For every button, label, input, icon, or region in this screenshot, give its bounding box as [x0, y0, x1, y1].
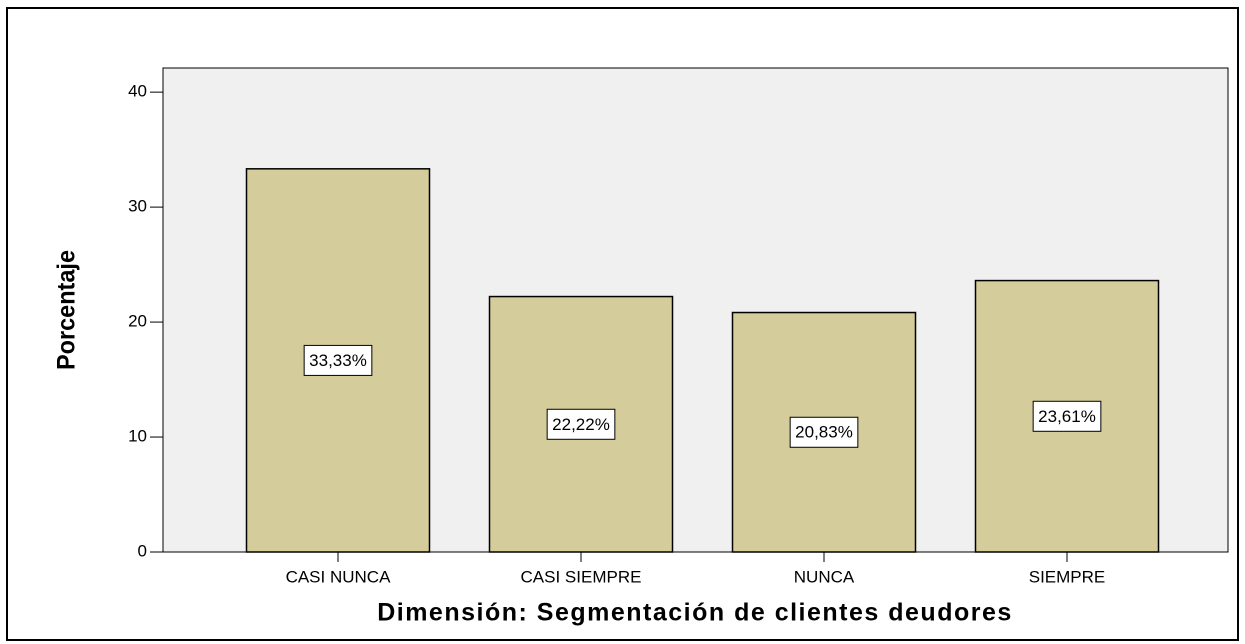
- y-tick-label: 10: [128, 427, 147, 446]
- y-tick-label: 0: [138, 541, 147, 560]
- y-axis-title: Porcentaje: [53, 250, 81, 370]
- value-label-box: [789, 416, 859, 448]
- value-label: 33,33%: [309, 351, 367, 370]
- value-label-box: [546, 408, 616, 440]
- value-label-box: [303, 344, 373, 376]
- y-tick-label: 30: [128, 197, 147, 216]
- value-label-box: [1032, 400, 1102, 432]
- x-tick-label: CASI SIEMPRE: [521, 567, 642, 586]
- x-tick-label: SIEMPRE: [1029, 567, 1106, 586]
- value-label: 20,83%: [795, 423, 853, 442]
- x-tick-label: NUNCA: [794, 567, 855, 586]
- value-label: 22,22%: [552, 415, 610, 434]
- y-tick-label: 40: [128, 82, 147, 101]
- x-axis-title: Dimensión: Segmentación de clientes deud…: [377, 599, 1013, 627]
- y-tick-label: 20: [128, 312, 147, 331]
- x-tick-label: CASI NUNCA: [286, 567, 392, 586]
- value-label: 23,61%: [1038, 407, 1096, 426]
